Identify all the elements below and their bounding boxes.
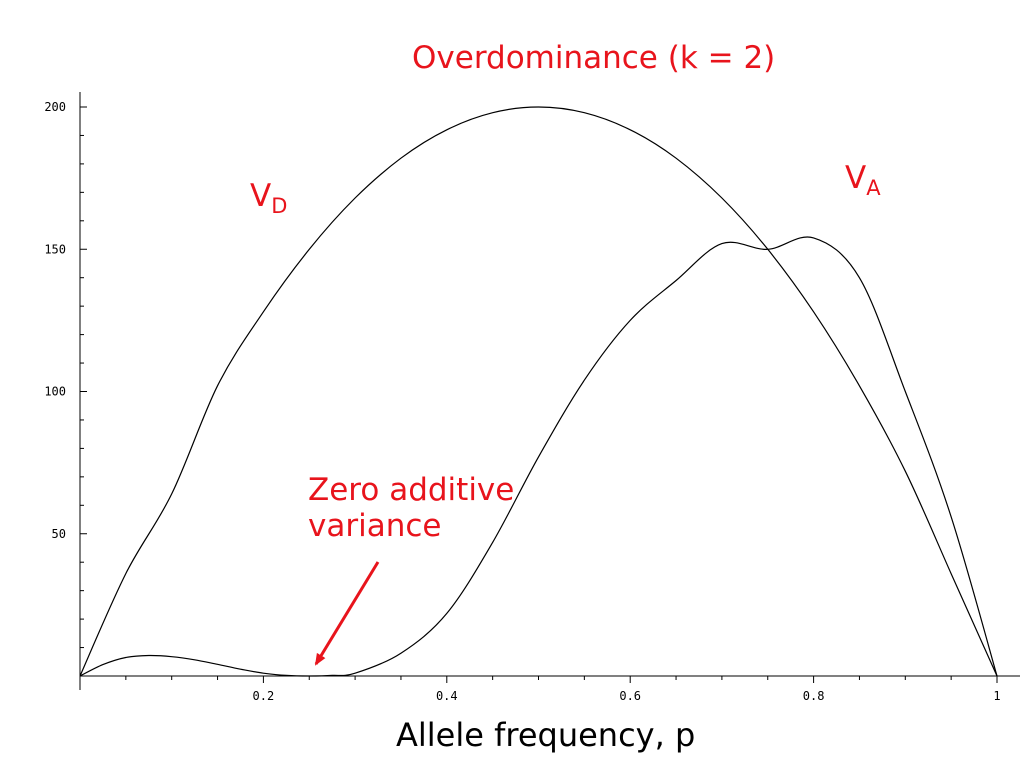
y-tick-label: 50 — [52, 527, 66, 541]
curves — [79, 106, 998, 677]
y-tick-label: 200 — [44, 100, 66, 114]
vd-curve — [79, 106, 998, 677]
zero-variance-annotation: Zero additive variance — [308, 472, 514, 544]
x-axis-label: Allele frequency, p — [396, 716, 696, 754]
zero-variance-line1: Zero additive — [308, 472, 515, 508]
x-tick-label: 0.4 — [436, 689, 458, 703]
x-tick-label: 1 — [993, 689, 1000, 703]
va-label-sub: A — [866, 176, 881, 200]
vd-label: VD — [250, 178, 287, 218]
chart-title: Overdominance (k = 2) — [412, 40, 776, 76]
zero-variance-arrow — [314, 561, 380, 666]
x-tick-label: 0.6 — [619, 689, 641, 703]
va-label: VA — [845, 160, 881, 200]
vd-label-main: V — [250, 178, 272, 214]
x-tick-label: 0.8 — [803, 689, 825, 703]
y-tick-label: 100 — [44, 385, 66, 399]
zero-variance-line2: variance — [308, 508, 442, 544]
va-label-main: V — [845, 160, 867, 196]
x-tick-label: 0.2 — [253, 689, 275, 703]
vd-label-sub: D — [271, 194, 288, 218]
y-tick-label: 150 — [44, 242, 66, 256]
va-curve — [79, 236, 998, 677]
